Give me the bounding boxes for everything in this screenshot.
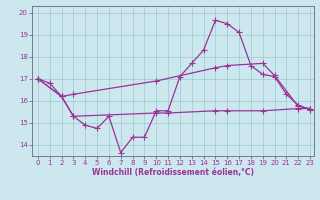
X-axis label: Windchill (Refroidissement éolien,°C): Windchill (Refroidissement éolien,°C) (92, 168, 254, 177)
